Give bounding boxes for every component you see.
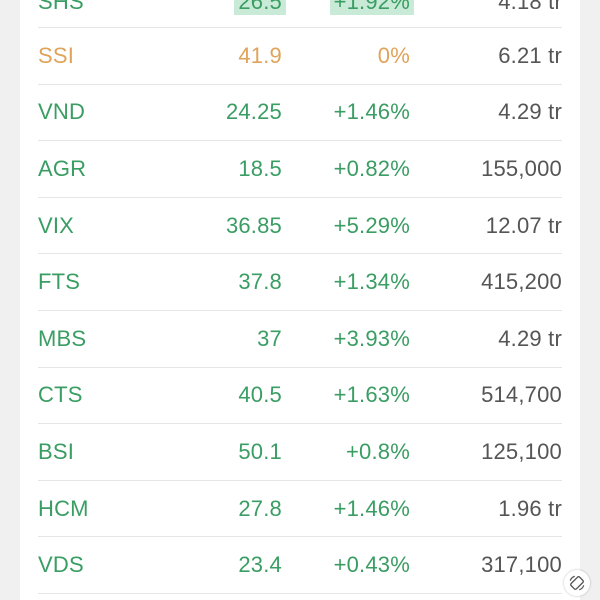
stock-row-vix[interactable]: VIX 36.85 +5.29% 12.07 tr <box>38 198 562 255</box>
stock-change: +1.34% <box>334 254 410 310</box>
stock-change-value: +1.63% <box>333 382 410 408</box>
stock-price-value: 37.8 <box>238 269 282 295</box>
stock-symbol: MBS <box>38 325 87 351</box>
stock-row-vnd[interactable]: VND 24.25 +1.46% 4.29 tr <box>38 85 562 142</box>
stock-price-value: 37 <box>257 325 282 351</box>
stock-change: +1.46% <box>334 481 410 537</box>
stock-change-value: +1.46% <box>333 99 410 125</box>
stock-price: 37 <box>257 311 282 367</box>
stock-row-shs[interactable]: SHS 26.5 +1.92% 4.18 tr <box>38 0 562 28</box>
stock-price-value: 24.25 <box>225 99 282 125</box>
stock-change: +0.8% <box>346 424 410 480</box>
stock-volume: 125,100 <box>481 438 562 464</box>
stock-price: 37.8 <box>238 254 282 310</box>
stock-volume: 4.29 tr <box>498 325 562 351</box>
stock-price: 40.5 <box>238 368 282 424</box>
stock-symbol: HCM <box>38 495 89 521</box>
stock-symbol: SSI <box>38 42 75 68</box>
stock-price: 41.9 <box>238 28 282 84</box>
stock-price: 36.85 <box>226 198 282 254</box>
stock-price-value: 23.4 <box>238 552 282 578</box>
stock-price-value: 41.9 <box>238 42 282 68</box>
stock-change: +0.43% <box>334 537 410 593</box>
stock-symbol: VND <box>38 99 86 125</box>
stock-volume: 317,100 <box>481 552 562 578</box>
stock-change-value: +0.43% <box>333 552 410 578</box>
stock-row-ssi[interactable]: SSI 41.9 0% 6.21 tr <box>38 28 562 85</box>
stock-row-vds[interactable]: VDS 23.4 +0.43% 317,100 <box>38 537 562 594</box>
stock-change: +1.63% <box>334 368 410 424</box>
stock-change-value: +0.82% <box>333 155 410 181</box>
stock-price-value: 40.5 <box>238 382 282 408</box>
stock-change-value: +0.8% <box>346 438 410 464</box>
rotate-icon[interactable] <box>564 570 590 596</box>
stock-price-value: 18.5 <box>238 155 282 181</box>
stock-symbol: CTS <box>38 382 83 408</box>
stock-change: +1.92% <box>329 0 414 15</box>
stock-change: 0% <box>378 28 410 84</box>
stock-row-mbs[interactable]: MBS 37 +3.93% 4.29 tr <box>38 311 562 368</box>
stock-change-value: +3.93% <box>333 325 410 351</box>
stock-price: 27.8 <box>238 481 282 537</box>
stock-symbol: BSI <box>38 438 75 464</box>
stock-change-value: 0% <box>377 42 410 68</box>
stock-price: 24.25 <box>226 85 282 141</box>
stock-volume: 415,200 <box>481 269 562 295</box>
stock-row-fts[interactable]: FTS 37.8 +1.34% 415,200 <box>38 254 562 311</box>
stock-volume: 4.29 tr <box>498 99 562 125</box>
stock-change: +1.46% <box>334 85 410 141</box>
stock-volume: 155,000 <box>481 155 562 181</box>
stock-rows: SHS 26.5 +1.92% 4.18 tr SSI 41.9 0% 6.21 tr VND 2… <box>20 0 580 594</box>
stock-change-value: +1.92% <box>329 0 414 15</box>
stock-row-bsi[interactable]: BSI 50.1 +0.8% 125,100 <box>38 424 562 481</box>
stock-change: +3.93% <box>334 311 410 367</box>
stock-row-cts[interactable]: CTS 40.5 +1.63% 514,700 <box>38 368 562 425</box>
stock-list: SHS 26.5 +1.92% 4.18 tr SSI 41.9 0% 6.21 tr VND 2… <box>20 0 580 600</box>
stock-symbol: FTS <box>38 269 81 295</box>
rotate-icon-glyph <box>569 575 585 591</box>
stock-symbol: VIX <box>38 212 75 238</box>
stock-price-value: 36.85 <box>225 212 282 238</box>
stock-volume: 1.96 tr <box>498 495 562 521</box>
stock-change: +0.82% <box>334 141 410 197</box>
stock-volume: 4.18 tr <box>498 0 562 14</box>
stock-change-value: +1.46% <box>333 495 410 521</box>
stock-volume: 6.21 tr <box>498 42 562 68</box>
stock-price-value: 27.8 <box>238 495 282 521</box>
stock-price: 26.5 <box>234 0 286 15</box>
stock-row-agr[interactable]: AGR 18.5 +0.82% 155,000 <box>38 141 562 198</box>
stock-symbol: VDS <box>38 552 84 578</box>
stock-volume: 514,700 <box>481 382 562 408</box>
stock-change-value: +1.34% <box>333 269 410 295</box>
stock-row-hcm[interactable]: HCM 27.8 +1.46% 1.96 tr <box>38 481 562 538</box>
stock-symbol: SHS <box>38 0 84 14</box>
stock-price: 50.1 <box>238 424 282 480</box>
stock-price-value: 50.1 <box>238 438 282 464</box>
stock-change: +5.29% <box>334 198 410 254</box>
stock-price: 18.5 <box>238 141 282 197</box>
stock-symbol: AGR <box>38 155 87 181</box>
stock-volume: 12.07 tr <box>485 212 562 238</box>
stock-change-value: +5.29% <box>333 212 410 238</box>
stock-price-value: 26.5 <box>234 0 286 15</box>
stock-price: 23.4 <box>238 537 282 593</box>
